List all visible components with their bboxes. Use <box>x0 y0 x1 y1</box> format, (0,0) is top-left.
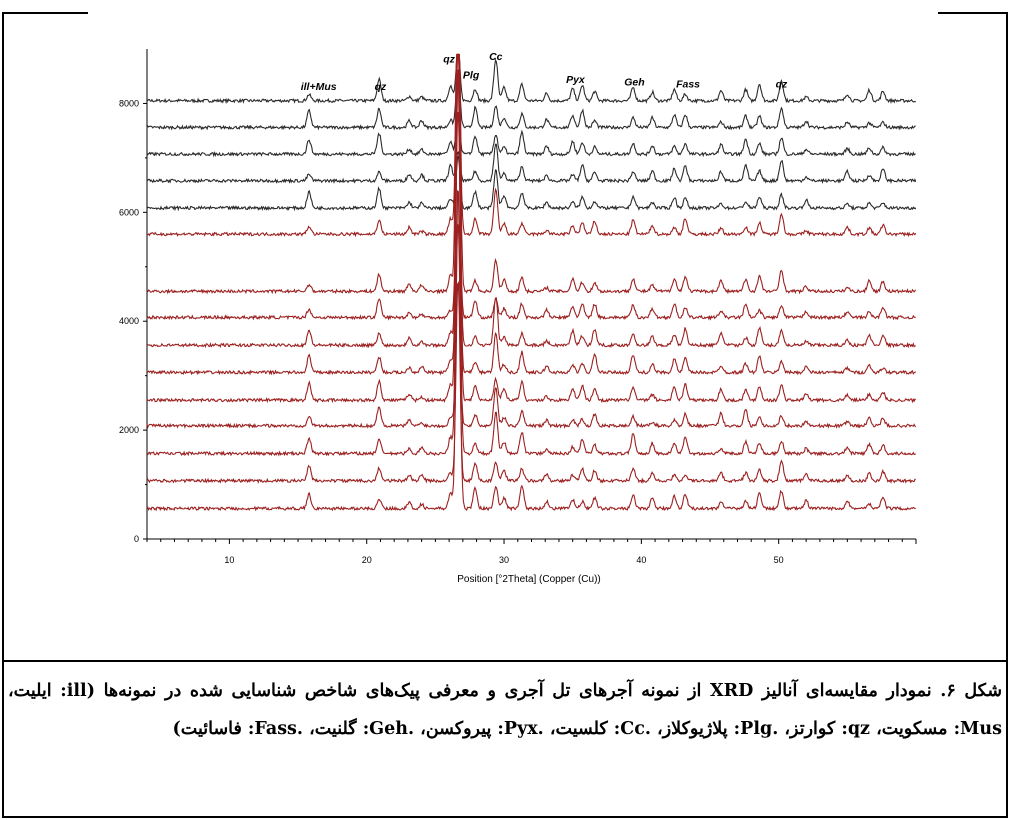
y-tick-label: 6000 <box>119 207 139 217</box>
x-tick-label: 30 <box>499 555 509 565</box>
xrd-traces <box>146 53 917 512</box>
peak-label-qz: qz <box>443 54 455 66</box>
x-tick-label: 20 <box>362 555 372 565</box>
xrd-trace-15 <box>146 189 916 512</box>
x-tick-label: 10 <box>224 555 234 565</box>
peak-label-fass: Fass <box>676 79 700 91</box>
xrd-trace-3 <box>146 116 916 158</box>
caption-text-6: : پلاژیوکلاز، <box>650 719 741 739</box>
caption-term-mus: Mus <box>960 719 1002 739</box>
peak-label-pyx: Pyx <box>566 74 586 86</box>
x-axis-label: Position [°2Theta] (Copper (Cu)) <box>457 574 601 585</box>
x-tick-label: 40 <box>636 555 646 565</box>
peak-label-qz: qz <box>375 81 387 93</box>
caption-text-8: : پیروکسن، <box>414 719 504 739</box>
caption-term-xrd: XRD <box>710 681 754 701</box>
xrd-trace-4 <box>146 143 917 185</box>
figure-caption: شکل ۶. نمودار مقایسه‌ای آنالیز XRD از نم… <box>8 672 1002 748</box>
caption-text-9: : گلنیت، <box>303 719 370 739</box>
x-tick-label: 50 <box>774 555 784 565</box>
peak-label-geh: Geh <box>624 76 644 88</box>
xrd-trace-13 <box>146 72 916 457</box>
peak-label-ill-mus: ill+Mus <box>301 81 337 93</box>
xrd-trace-10 <box>146 67 917 376</box>
xrd-trace-12 <box>146 223 917 429</box>
caption-term-cc: .Cc <box>620 719 651 739</box>
caption-divider <box>2 660 1008 662</box>
xrd-trace-2 <box>146 69 916 131</box>
caption-text-5: : کوارتز، <box>778 719 848 739</box>
caption-text-3: : ایلیت، <box>8 681 67 701</box>
caption-term-plg: .Plg <box>740 719 779 739</box>
chart-axes: 0 2000 4000 6000 8000 10 20 30 40 50 <box>119 49 917 565</box>
xrd-trace-14 <box>146 281 916 484</box>
caption-text-10: : فاسائیت) <box>172 719 255 739</box>
xrd-trace-7 <box>146 53 917 295</box>
top-rule-right <box>938 12 1008 14</box>
peak-label-plg: Plg <box>463 69 480 81</box>
y-tick-label: 2000 <box>119 425 139 435</box>
caption-term-geh: .Geh <box>369 719 415 739</box>
caption-term-fass: .Fass <box>254 719 303 739</box>
y-tick-label: 4000 <box>119 316 139 326</box>
y-tick-label: 0 <box>134 534 139 544</box>
caption-text-2: از نمونه آجرهای تل آجری و معرفی پیک‌های … <box>86 681 711 701</box>
caption-text-1: شکل ۶. نمودار مقایسه‌ای آنالیز <box>753 681 1002 701</box>
xrd-trace-6 <box>146 53 917 238</box>
caption-term-pyx: .Pyx <box>503 719 544 739</box>
xrd-trace-11 <box>146 53 917 404</box>
y-tick-label: 8000 <box>119 98 139 108</box>
caption-text-4: : مسکویت، <box>870 719 961 739</box>
peak-label-qz: qz <box>776 79 788 91</box>
peak-annotations: ill+Mus qz qz Plg Cc Pyx Geh Fass qz <box>301 51 788 93</box>
frame-left-border <box>2 14 4 818</box>
frame-bottom-border <box>2 816 1008 818</box>
caption-text-7: : کلسیت، <box>543 719 621 739</box>
xrd-trace-9 <box>146 53 916 349</box>
caption-term-ill: ill <box>66 681 87 701</box>
caption-term-qz: qz <box>847 719 870 739</box>
frame-right-border <box>1006 14 1008 818</box>
xrd-trace-8 <box>146 111 916 321</box>
xrd-trace-1 <box>146 53 917 105</box>
top-rule-left <box>2 12 88 14</box>
xrd-trace-5 <box>146 155 917 212</box>
peak-label-cc: Cc <box>489 51 503 63</box>
xrd-chart: 0 2000 4000 6000 8000 10 20 30 40 50 ill+Mus qz qz P… <box>119 49 917 585</box>
